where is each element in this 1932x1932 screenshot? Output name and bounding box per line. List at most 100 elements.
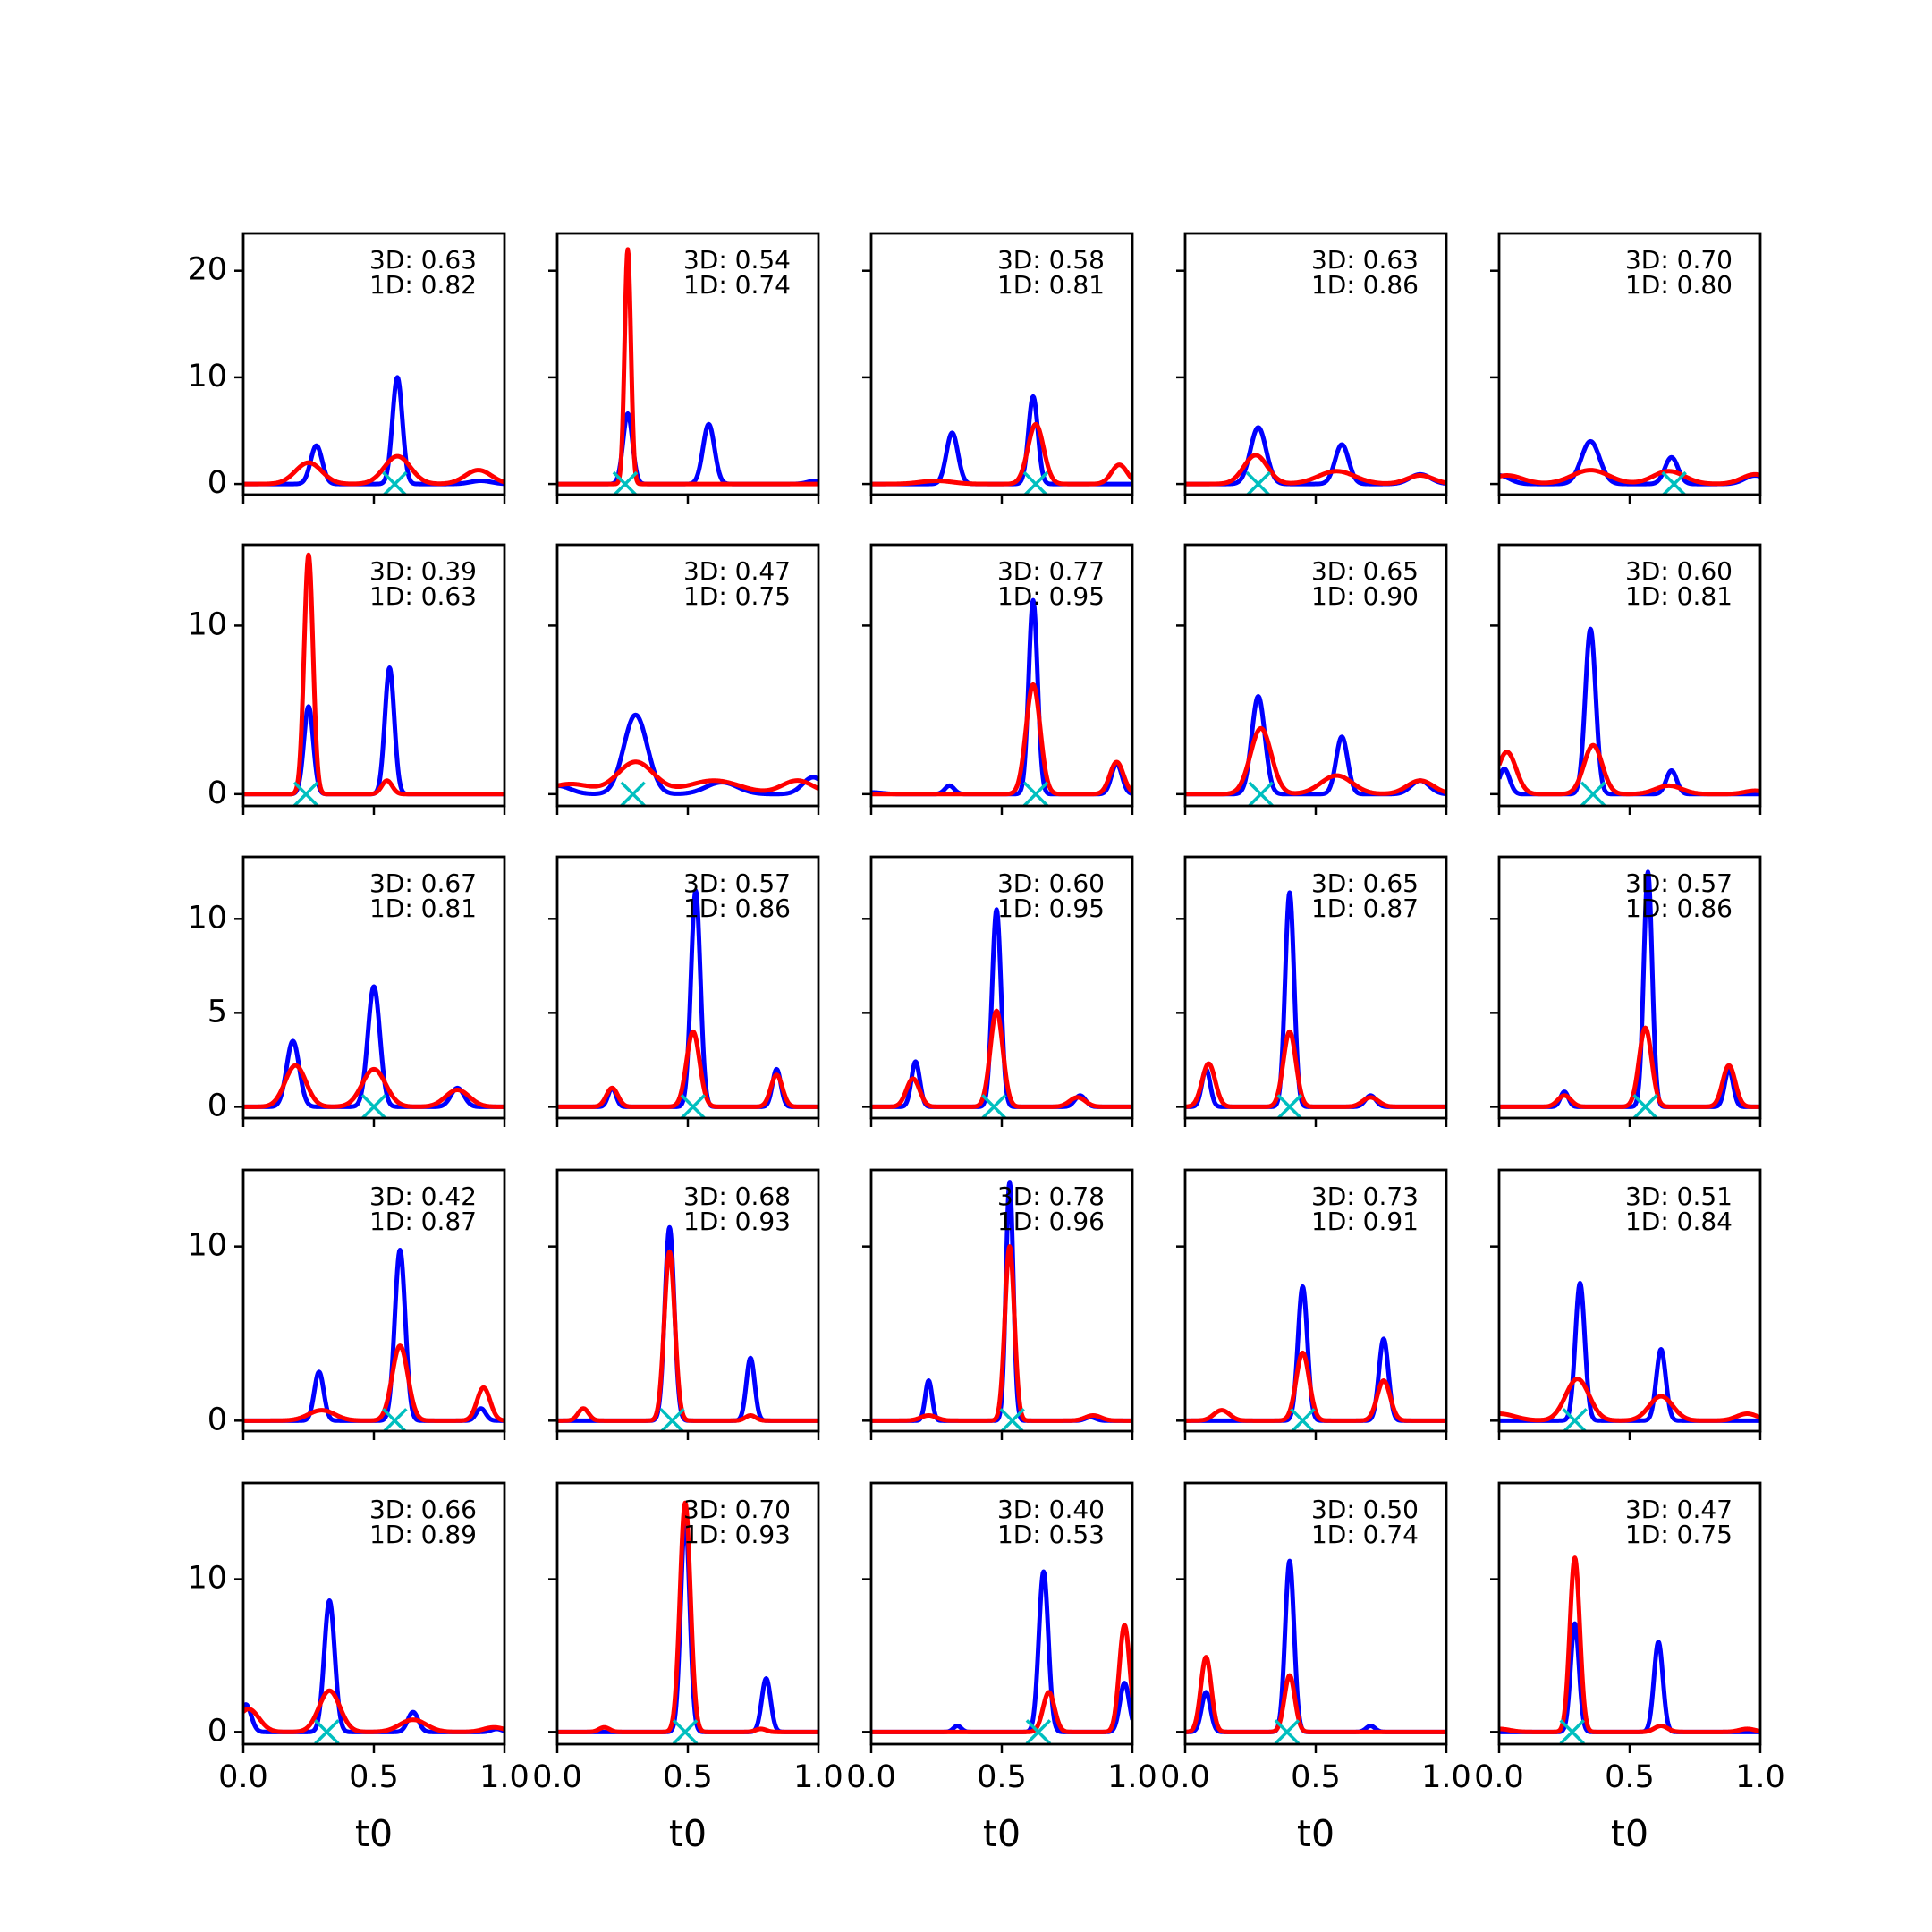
y-tick-label: 0 xyxy=(208,1088,227,1123)
y-tick-label: 0 xyxy=(208,465,227,501)
x-marker xyxy=(1022,470,1049,495)
x-marker xyxy=(680,1094,707,1118)
annotation-1d: 1D: 0.93 xyxy=(683,1207,791,1236)
annotation-1d: 1D: 0.93 xyxy=(683,1520,791,1549)
plot-area xyxy=(243,552,504,806)
x-marker-stroke xyxy=(360,1094,387,1118)
plot-area xyxy=(1185,890,1446,1118)
annotation-3d: 3D: 0.51 xyxy=(1625,1182,1733,1211)
x-marker-stroke xyxy=(1580,781,1606,806)
series-1d-line xyxy=(243,552,504,797)
x-marker-stroke xyxy=(1022,781,1049,806)
x-marker-stroke xyxy=(1661,470,1687,495)
plot-area xyxy=(1499,626,1760,806)
x-marker xyxy=(612,470,639,495)
series-1d-line xyxy=(1499,1377,1760,1423)
y-tick-label: 20 xyxy=(187,252,227,288)
annotation-3d: 3D: 0.70 xyxy=(1625,245,1733,275)
x-marker xyxy=(1276,1094,1303,1118)
annotation-1d: 1D: 0.75 xyxy=(683,581,791,611)
x-marker-stroke xyxy=(314,1719,340,1744)
x-marker-stroke xyxy=(612,470,639,495)
annotation-1d: 1D: 0.96 xyxy=(997,1207,1105,1236)
series-1d-line xyxy=(871,1008,1132,1109)
plot-area xyxy=(1185,694,1446,806)
series-1d-line xyxy=(557,759,818,793)
plot-area xyxy=(1185,1284,1446,1431)
plot-area xyxy=(1185,425,1446,495)
x-marker-stroke xyxy=(1562,1408,1588,1431)
annotation-1d: 1D: 0.91 xyxy=(1311,1207,1419,1236)
x-marker xyxy=(360,1094,387,1118)
annotation-3d: 3D: 0.47 xyxy=(683,556,791,586)
annotation-3d: 3D: 0.50 xyxy=(1311,1495,1419,1524)
x-marker-stroke xyxy=(1276,1094,1303,1118)
y-tick-label: 10 xyxy=(187,606,227,642)
series-1d-line xyxy=(557,1500,818,1734)
annotation-1d: 1D: 0.81 xyxy=(369,894,477,923)
annotation-1d: 1D: 0.81 xyxy=(1625,581,1733,611)
x-marker xyxy=(1580,781,1606,806)
y-tick-label: 10 xyxy=(187,1228,227,1264)
series-1d-line xyxy=(871,682,1132,797)
annotation-3d: 3D: 0.40 xyxy=(997,1495,1105,1524)
x-marker xyxy=(620,781,646,806)
plot-area xyxy=(1185,1558,1446,1744)
annotation-3d: 3D: 0.65 xyxy=(1311,869,1419,898)
x-marker-stroke xyxy=(680,1094,707,1118)
y-tick-label: 10 xyxy=(187,900,227,936)
x-tick-label: 0.0 xyxy=(846,1759,896,1795)
annotation-3d: 3D: 0.58 xyxy=(997,245,1105,275)
series-1d-line xyxy=(1499,468,1760,487)
annotation-3d: 3D: 0.73 xyxy=(1311,1182,1419,1211)
x-marker xyxy=(1274,1719,1301,1744)
plot-area xyxy=(243,1248,504,1431)
annotation-1d: 1D: 0.95 xyxy=(997,581,1105,611)
y-tick-label: 0 xyxy=(208,775,227,811)
annotation-3d: 3D: 0.54 xyxy=(683,245,791,275)
x-axis-label: t0 xyxy=(1611,1812,1648,1855)
series-1d-line xyxy=(1185,1029,1446,1109)
plot-area xyxy=(871,597,1132,806)
x-marker xyxy=(382,1408,408,1431)
x-axis-label: t0 xyxy=(355,1812,393,1855)
x-tick-label: 0.5 xyxy=(977,1759,1027,1795)
annotation-3d: 3D: 0.57 xyxy=(1625,869,1733,898)
x-axis-label: t0 xyxy=(983,1812,1021,1855)
series-1d-line xyxy=(557,1029,818,1109)
x-marker xyxy=(672,1719,699,1744)
x-marker xyxy=(1559,1719,1585,1744)
x-tick-label: 0.0 xyxy=(218,1759,268,1795)
x-marker-stroke xyxy=(1245,470,1271,495)
annotation-3d: 3D: 0.60 xyxy=(1625,556,1733,586)
x-tick-label: 1.0 xyxy=(479,1759,530,1795)
series-1d-line xyxy=(243,1688,504,1734)
annotation-1d: 1D: 0.84 xyxy=(1625,1207,1733,1236)
x-marker-stroke xyxy=(1632,1094,1658,1118)
x-marker xyxy=(1562,1408,1588,1431)
x-marker-stroke xyxy=(382,1408,408,1431)
annotation-1d: 1D: 0.95 xyxy=(997,894,1105,923)
series-1d-line xyxy=(1185,1655,1446,1734)
plot-area xyxy=(243,1597,504,1744)
series-1d-line xyxy=(871,1244,1132,1423)
annotation-1d: 1D: 0.89 xyxy=(369,1520,477,1549)
series-1d-line xyxy=(557,247,818,487)
annotation-1d: 1D: 0.86 xyxy=(683,894,791,923)
x-marker-stroke xyxy=(999,1408,1025,1431)
y-tick-label: 5 xyxy=(208,994,227,1030)
